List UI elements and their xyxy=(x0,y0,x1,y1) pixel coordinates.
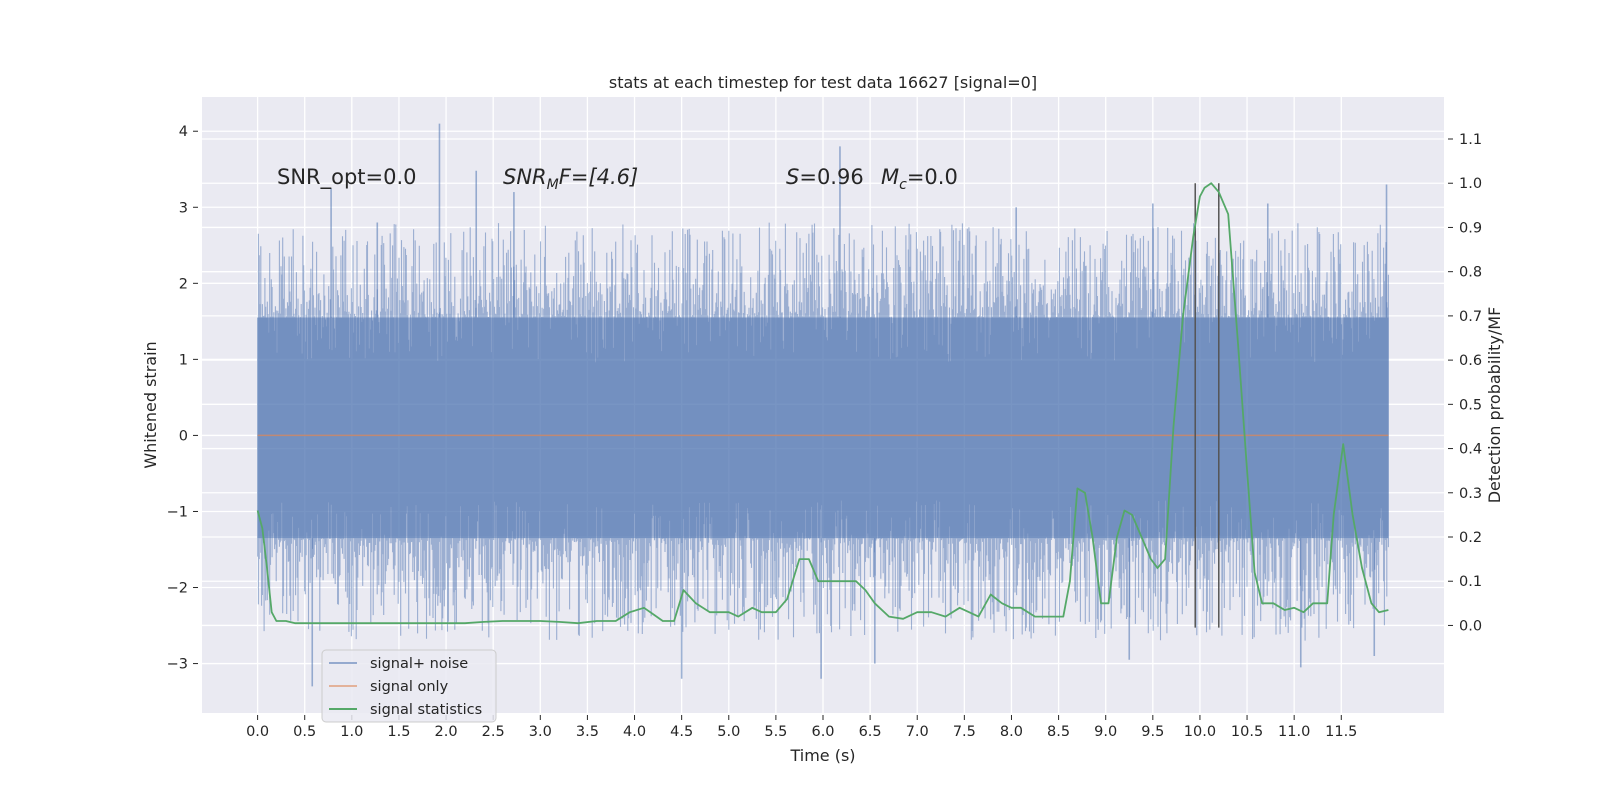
signal-statistics-line xyxy=(256,182,1389,625)
annotation-snr-mf: SNRMF=[4.6] xyxy=(503,165,638,193)
x-tick-label: 2.0 xyxy=(435,724,458,740)
y-tick-label: 1 xyxy=(179,352,188,368)
x-tick-label: 1.5 xyxy=(387,724,410,740)
x-tick-label: 6.0 xyxy=(811,724,834,740)
annotation-s-value: =0.96 xyxy=(799,165,863,189)
annotation-snr-mf-tail: F=[4.6] xyxy=(559,165,638,189)
noise-band-core xyxy=(257,317,1389,539)
x-tick-label: 9.5 xyxy=(1141,724,1164,740)
y-right-tick-label: 0.5 xyxy=(1459,397,1482,413)
x-tick-label: 3.0 xyxy=(529,724,552,740)
y-right-tick-label: 0.1 xyxy=(1459,574,1482,590)
x-tick-label: 5.0 xyxy=(717,724,740,740)
y-axis-right-label: Detection probability/MF xyxy=(1485,307,1504,504)
x-tick-label: 10.5 xyxy=(1231,724,1263,740)
y-right-tick-label: 0.3 xyxy=(1459,486,1482,502)
annotation-mc-label: M xyxy=(881,165,899,189)
annotation-snr-mf-sub: M xyxy=(547,177,559,193)
x-tick-label: 7.0 xyxy=(906,724,929,740)
y-right-tick-label: 1.0 xyxy=(1459,176,1482,192)
x-tick-label: 4.0 xyxy=(623,724,646,740)
y-right-tick-label: 0.9 xyxy=(1459,220,1482,236)
legend-frame xyxy=(321,649,497,723)
x-tick-label: 4.5 xyxy=(670,724,693,740)
x-tick-label: 10.0 xyxy=(1184,724,1216,740)
y-tick-label: 4 xyxy=(179,124,188,140)
legend-label-signal-noise: signal+ noise xyxy=(370,656,468,672)
x-tick-label: 5.5 xyxy=(764,724,787,740)
legend-label-signal-statistics: signal statistics xyxy=(370,702,482,718)
legend: signal+ noise signal only signal statist… xyxy=(321,649,497,723)
x-tick-label: 3.5 xyxy=(576,724,599,740)
annotation-s-label: S xyxy=(786,165,799,189)
x-tick-label: 8.0 xyxy=(1000,724,1023,740)
x-tick-label: 11.5 xyxy=(1325,724,1357,740)
x-tick-label: 6.5 xyxy=(859,724,882,740)
y-tick-label: 0 xyxy=(179,428,188,444)
axis-ticks: 0.0 0.5 1.0 1.5 2.0 2.5 3.0 3.5 4.0 4.5 5.0 5.5 6.0 6… xyxy=(167,124,1482,740)
y-tick-label: 3 xyxy=(179,200,188,216)
annotation-snr-opt: SNR_opt=0.0 xyxy=(277,165,417,190)
annotation-mc-value: =0.0 xyxy=(907,165,958,189)
y-right-tick-label: 1.1 xyxy=(1459,132,1482,148)
x-tick-label: 8.5 xyxy=(1047,724,1070,740)
y-tick-label: −1 xyxy=(167,504,188,520)
x-tick-label: 2.5 xyxy=(482,724,505,740)
annotation-mc-sub: c xyxy=(899,177,907,193)
annotation-mc: Mc=0.0 xyxy=(881,165,958,193)
vertical-markers xyxy=(1194,183,1220,628)
x-tick-label: 11.0 xyxy=(1278,724,1310,740)
annotation-s-score: S=0.96 xyxy=(786,165,864,189)
x-tick-label: 0.5 xyxy=(293,724,316,740)
y-tick-label: −2 xyxy=(167,581,188,597)
y-right-tick-label: 0.2 xyxy=(1459,530,1482,546)
y-axis-label: Whitened strain xyxy=(141,341,160,468)
x-tick-label: 0.0 xyxy=(246,724,269,740)
y-right-tick-label: 0.4 xyxy=(1459,442,1482,458)
y-tick-label: −3 xyxy=(167,657,188,673)
chart-title: stats at each timestep for test data 166… xyxy=(609,73,1037,92)
x-tick-label: 7.5 xyxy=(953,724,976,740)
y-right-tick-label: 0.8 xyxy=(1459,265,1482,281)
y-tick-label: 2 xyxy=(179,276,188,292)
y-right-tick-label: 0.6 xyxy=(1459,353,1482,369)
x-axis-label: Time (s) xyxy=(789,746,855,765)
x-tick-label: 9.0 xyxy=(1094,724,1117,740)
x-tick-label: 1.0 xyxy=(340,724,363,740)
annotation-snr-mf-label: SNR xyxy=(503,165,547,189)
series-signal-noise xyxy=(257,123,1389,687)
y-right-tick-label: 0.7 xyxy=(1459,309,1482,325)
legend-label-signal-only: signal only xyxy=(370,679,449,695)
series-signal-statistics xyxy=(256,182,1389,625)
y-right-tick-label: 0.0 xyxy=(1459,618,1482,634)
